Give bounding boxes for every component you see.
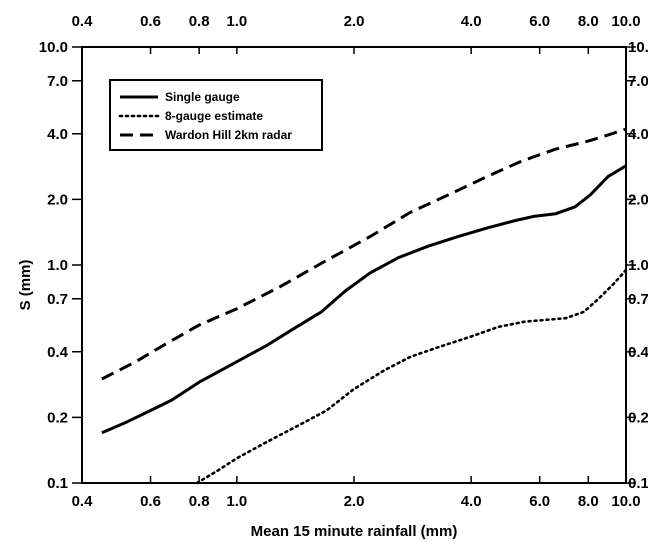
- y-axis-title: S (mm): [17, 260, 34, 311]
- x-tick-label-bottom: 1.0: [226, 493, 247, 510]
- x-tick-label-top: 8.0: [578, 13, 599, 30]
- x-tick-label-top: 2.0: [344, 13, 365, 30]
- x-tick-label-top: 0.6: [140, 13, 161, 30]
- y-tick-label-left: 4.0: [47, 126, 68, 143]
- legend-label: 8-gauge estimate: [165, 109, 263, 123]
- y-tick-label-right: 4.0: [628, 126, 648, 143]
- x-tick-label-top: 0.8: [189, 13, 210, 30]
- x-tick-label-bottom: 0.8: [189, 493, 210, 510]
- x-axis-title: Mean 15 minute rainfall (mm): [251, 523, 458, 540]
- legend-label: Wardon Hill 2km radar: [165, 128, 292, 142]
- y-tick-label-right: 1.0: [628, 257, 648, 274]
- y-tick-label-left: 0.7: [47, 291, 68, 308]
- y-tick-label-right: 0.1: [628, 475, 648, 492]
- y-tick-label-left: 0.1: [47, 475, 68, 492]
- y-tick-label-left: 7.0: [47, 73, 68, 90]
- x-tick-label-top: 10.0: [611, 13, 640, 30]
- y-tick-label-left: 0.2: [47, 409, 68, 426]
- x-tick-label-bottom: 0.4: [72, 493, 94, 510]
- x-tick-label-bottom: 0.6: [140, 493, 161, 510]
- y-tick-label-right: 0.7: [628, 291, 648, 308]
- y-tick-label-right: 7.0: [628, 73, 648, 90]
- y-tick-label-left: 1.0: [47, 257, 68, 274]
- x-tick-label-bottom: 10.0: [611, 493, 640, 510]
- x-tick-label-top: 1.0: [226, 13, 247, 30]
- series-layer: [101, 127, 628, 485]
- y-tick-label-right: 0.4: [628, 344, 648, 361]
- x-tick-label-bottom: 6.0: [529, 493, 550, 510]
- x-tick-label-top: 0.4: [72, 13, 94, 30]
- y-tick-label-right: 10.0: [628, 39, 648, 56]
- x-tick-label-bottom: 4.0: [461, 493, 482, 510]
- y-tick-label-right: 0.2: [628, 409, 648, 426]
- series-line-2: [101, 127, 627, 381]
- series-line-1: [195, 268, 628, 485]
- y-tick-label-right: 2.0: [628, 191, 648, 208]
- y-tick-label-left: 10.0: [39, 39, 68, 56]
- x-tick-label-top: 6.0: [529, 13, 550, 30]
- legend-label: Single gauge: [165, 90, 240, 104]
- y-tick-label-left: 0.4: [47, 344, 69, 361]
- x-tick-label-bottom: 2.0: [344, 493, 365, 510]
- legend: Single gauge 8-gauge estimate Wardon Hill …: [109, 79, 323, 151]
- x-tick-label-top: 4.0: [461, 13, 482, 30]
- y-tick-label-left: 2.0: [47, 191, 68, 208]
- axes: 0.4 0.6 0.8 1.0 2.0 4.0 6.0 8.0 10.00.4 0.6 0.8 1.0…: [39, 13, 648, 510]
- series-line-0: [101, 164, 627, 435]
- x-tick-label-bottom: 8.0: [578, 493, 599, 510]
